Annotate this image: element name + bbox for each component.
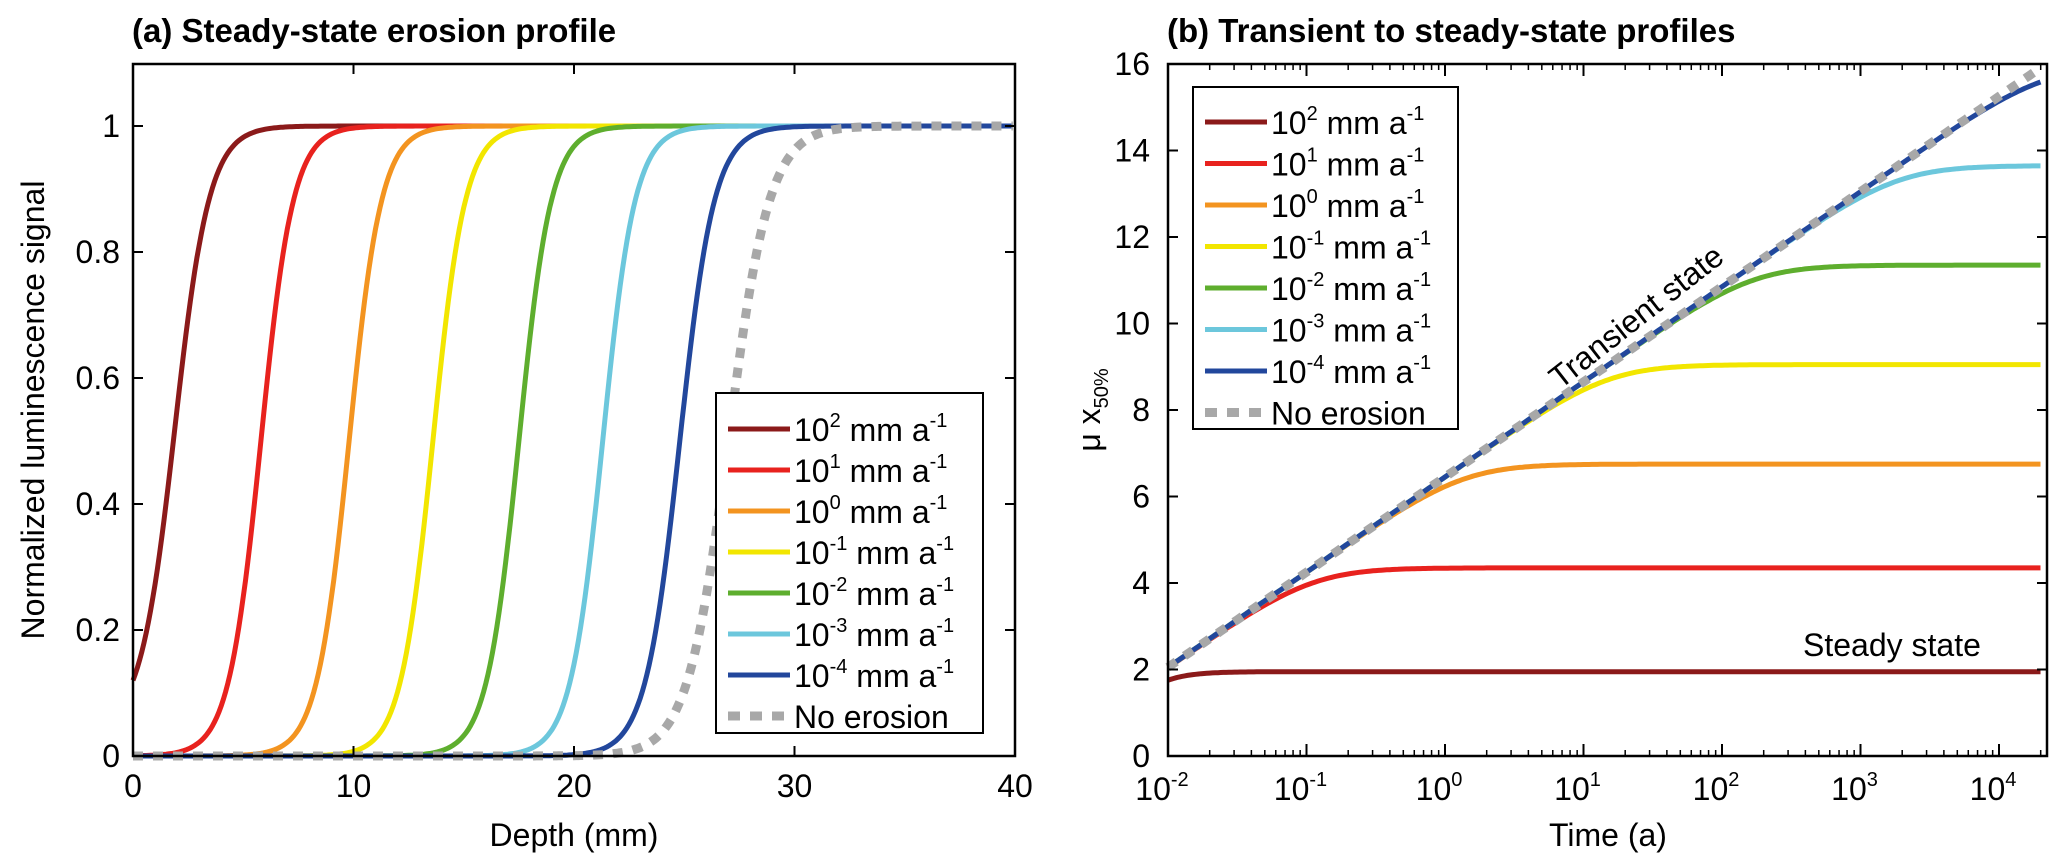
panel-a-ylabel: Normalized luminescence signal xyxy=(15,181,51,640)
panel-b-ytick-label: 12 xyxy=(1114,219,1150,255)
panel-a-legend-label: 10-2 mm a-1 xyxy=(794,574,954,612)
panel-a-ticks: 0 10 20 30 40 0 0.2 0.4 0.6 0.8 1 xyxy=(76,64,1033,804)
panel-b-legend-label: 101 mm a-1 xyxy=(1271,145,1424,183)
panel-a-legend-label: 10-3 mm a-1 xyxy=(794,615,954,653)
panel-b-legend-label: 102 mm a-1 xyxy=(1271,103,1424,141)
panel-a-xtick-label: 0 xyxy=(124,768,142,804)
panel-a-ytick-label: 0.8 xyxy=(76,234,120,270)
panel-b-ticks: 10-2 10-1 100 101 102 103 104 0 2 4 6 8 10 12 14 16 xyxy=(1114,46,2047,807)
panel-b-legend-label: 10-2 mm a-1 xyxy=(1271,269,1431,307)
panel-b-ylabel-main: μ x xyxy=(1071,408,1107,451)
panel-a-xtick-label: 40 xyxy=(997,768,1033,804)
panel-b-legend-label: 100 mm a-1 xyxy=(1271,186,1424,224)
panel-b-ytick-label: 0 xyxy=(1132,738,1150,774)
panel-b-legend-label: 10-3 mm a-1 xyxy=(1271,311,1431,349)
panel-b-curves xyxy=(1165,64,2044,683)
panel-b-ylabel-sub: 50% xyxy=(1091,368,1113,408)
panel-b-xtick-label: 101 xyxy=(1554,769,1601,807)
panel-a-ytick-label: 0.2 xyxy=(76,612,120,648)
panel-a-xlabel: Depth (mm) xyxy=(490,817,659,853)
panel-a-ytick-label: 1 xyxy=(102,108,120,144)
panel-b-ytick-label: 4 xyxy=(1132,565,1150,601)
panel-b-ytick-label: 2 xyxy=(1132,652,1150,688)
panel-b-ytick-label: 16 xyxy=(1114,46,1150,82)
panel-b-title: (b) Transient to steady-state profiles xyxy=(1167,12,1735,49)
panel-a-legend-label: 101 mm a-1 xyxy=(794,451,947,489)
panel-b: (b) Transient to steady-state profiles 1… xyxy=(1071,12,2049,853)
panel-a-xtick-label: 10 xyxy=(336,768,372,804)
panel-a-xtick-label: 30 xyxy=(777,768,813,804)
panel-b-ytick-label: 6 xyxy=(1132,479,1150,515)
panel-a-legend-label: 10-1 mm a-1 xyxy=(794,533,954,571)
panel-b-legend-label: 10-1 mm a-1 xyxy=(1271,228,1431,266)
panel-b-series-0 xyxy=(1167,669,2041,683)
panel-a-xtick-label: 20 xyxy=(556,768,592,804)
panel-a-legend-label: 100 mm a-1 xyxy=(794,492,947,530)
panel-a-legend-label: 10-4 mm a-1 xyxy=(794,656,954,694)
panel-a-ytick-label: 0.4 xyxy=(76,486,120,522)
panel-b-xlabel: Time (a) xyxy=(1549,817,1667,853)
panel-a-title: (a) Steady-state erosion profile xyxy=(132,12,616,49)
panel-b-xtick-label: 100 xyxy=(1416,769,1463,807)
panel-b-ytick-label: 14 xyxy=(1114,133,1150,169)
panel-b-ytick-label: 10 xyxy=(1114,306,1150,342)
panel-b-legend-label: No erosion xyxy=(1271,396,1426,432)
panel-b-xtick-label: 102 xyxy=(1693,769,1740,807)
panel-a-ytick-label: 0 xyxy=(102,738,120,774)
steady-state-annotation: Steady state xyxy=(1803,627,1981,663)
panel-b-xtick-label: 104 xyxy=(1970,769,2017,807)
panel-b-xtick-label: 10-1 xyxy=(1274,769,1327,807)
panel-b-ytick-label: 8 xyxy=(1132,392,1150,428)
panel-a-ytick-label: 0.6 xyxy=(76,360,120,396)
panel-a-legend-label: No erosion xyxy=(794,699,949,735)
panel-b-ylabel: μ x50% xyxy=(1071,368,1113,452)
panel-b-series-7 xyxy=(1165,64,2044,672)
panel-b-xtick-label: 10-2 xyxy=(1135,769,1188,807)
panel-b-legend-label: 10-4 mm a-1 xyxy=(1271,352,1431,390)
panel-b-series-1 xyxy=(1166,565,2041,670)
panel-b-xtick-label: 103 xyxy=(1831,769,1878,807)
panel-a-legend-label: 102 mm a-1 xyxy=(794,410,947,448)
panel-a: (a) Steady-state erosion profile 0 10 20 30… xyxy=(15,12,1033,853)
